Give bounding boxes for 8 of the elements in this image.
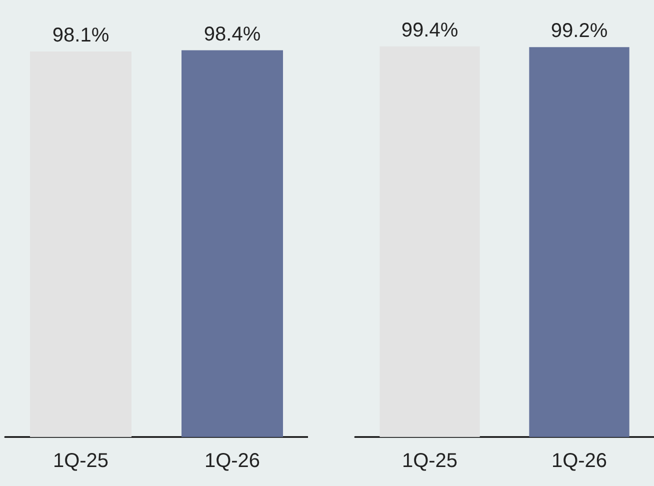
x-tick-label: 1Q-25	[402, 450, 458, 472]
data-label: 98.1%	[52, 24, 110, 46]
data-label: 98.4%	[204, 23, 261, 46]
data-label: 99.4%	[401, 19, 458, 42]
data-label: 99.2%	[550, 20, 608, 42]
x-tick-label: 1Q-25	[52, 450, 109, 472]
x-tick-label: 1Q-26	[551, 450, 608, 472]
x-tick-label: 1Q-26	[204, 450, 260, 472]
